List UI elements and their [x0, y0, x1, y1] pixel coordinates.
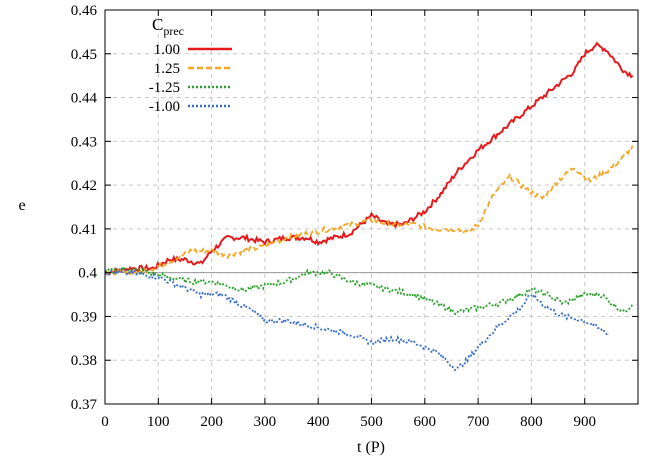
y-tick-label: 0.42 — [71, 178, 97, 194]
y-tick-label: 0.41 — [71, 222, 97, 238]
legend-label: -1.25 — [149, 80, 180, 96]
series-line-1 — [104, 41, 634, 276]
series-line-4 — [104, 267, 610, 372]
y-tick-label: 0.46 — [71, 3, 98, 19]
x-tick-label: 800 — [520, 414, 543, 430]
legend-title: Cprec — [152, 15, 184, 38]
x-tick-label: 300 — [254, 414, 277, 430]
series-layer — [104, 41, 634, 372]
x-tick-label: 0 — [101, 414, 109, 430]
x-tick-label: 400 — [307, 414, 330, 430]
y-axis-title: e — [18, 197, 25, 214]
grid — [105, 10, 638, 404]
legend-items: 1.00 1.25 -1.25 -1.00 — [149, 42, 232, 115]
legend-label: 1.00 — [154, 42, 180, 58]
x-tick-label: 100 — [147, 414, 170, 430]
series-line-2 — [104, 145, 634, 277]
legend: Cprec 1.00 1.25 -1.25 -1.00 — [149, 15, 232, 115]
x-tick-label: 200 — [200, 414, 223, 430]
y-tick-label: 0.45 — [71, 47, 97, 63]
x-axis-title: t (P) — [357, 439, 385, 456]
series-line-3 — [104, 265, 634, 315]
x-tick-label: 900 — [573, 414, 596, 430]
y-tick-label: 0.38 — [71, 353, 97, 369]
y-tick-label: 0.43 — [71, 134, 97, 150]
ticks — [104, 9, 638, 405]
x-tick-label: 700 — [467, 414, 490, 430]
y-tick-label: 0.39 — [71, 309, 97, 325]
legend-label: 1.25 — [154, 61, 180, 77]
legend-title-subscript: prec — [163, 24, 184, 38]
y-tick-label: 0.44 — [71, 91, 98, 107]
y-tick-label: 0.37 — [71, 397, 98, 413]
x-tick-labels: 0 100 200 300 400 500 600 700 800 900 — [101, 414, 596, 430]
y-tick-label: 0.4 — [78, 266, 97, 282]
y-tick-labels: 0.37 0.38 0.39 0.4 0.41 0.42 0.43 0.44 0.45 0.46 — [71, 3, 98, 413]
x-tick-label: 600 — [414, 414, 437, 430]
x-tick-label: 500 — [360, 414, 383, 430]
legend-label: -1.00 — [149, 99, 180, 115]
